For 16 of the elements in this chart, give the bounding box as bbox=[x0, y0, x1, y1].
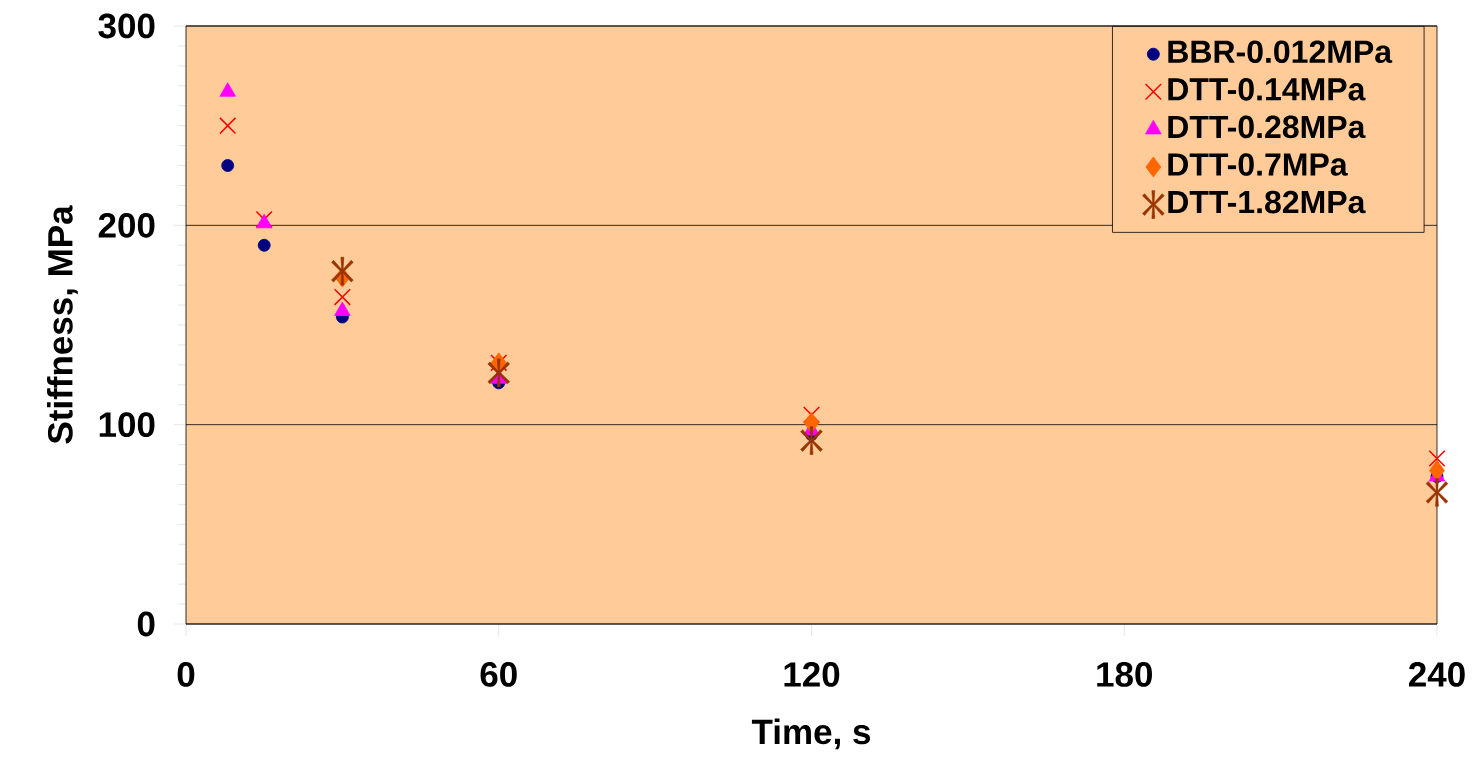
legend-label: DTT-0.7MPa bbox=[1168, 153, 1348, 176]
y-tick-label: 300 bbox=[98, 13, 155, 39]
x-tick-label: 240 bbox=[1409, 662, 1465, 687]
y-tick-label: 200 bbox=[98, 212, 155, 238]
legend-label: BBR-0.012MPa bbox=[1168, 40, 1393, 64]
x-tick-label: 60 bbox=[480, 662, 517, 687]
legend-label: DTT-0.14MPa bbox=[1168, 78, 1366, 101]
x-tick-label: 180 bbox=[1097, 662, 1152, 687]
x-axis-title: Time, s bbox=[751, 718, 871, 750]
legend-label: DTT-0.28MPa bbox=[1168, 115, 1366, 139]
x-tick-label: 0 bbox=[177, 662, 195, 687]
legend-label: DTT-1.82MPa bbox=[1168, 190, 1366, 214]
y-axis-title: Stiffness, MPa bbox=[47, 205, 78, 444]
y-tick-label: 0 bbox=[137, 611, 155, 637]
y-tick-label: 100 bbox=[99, 412, 155, 438]
x-tick-label: 120 bbox=[784, 662, 840, 687]
